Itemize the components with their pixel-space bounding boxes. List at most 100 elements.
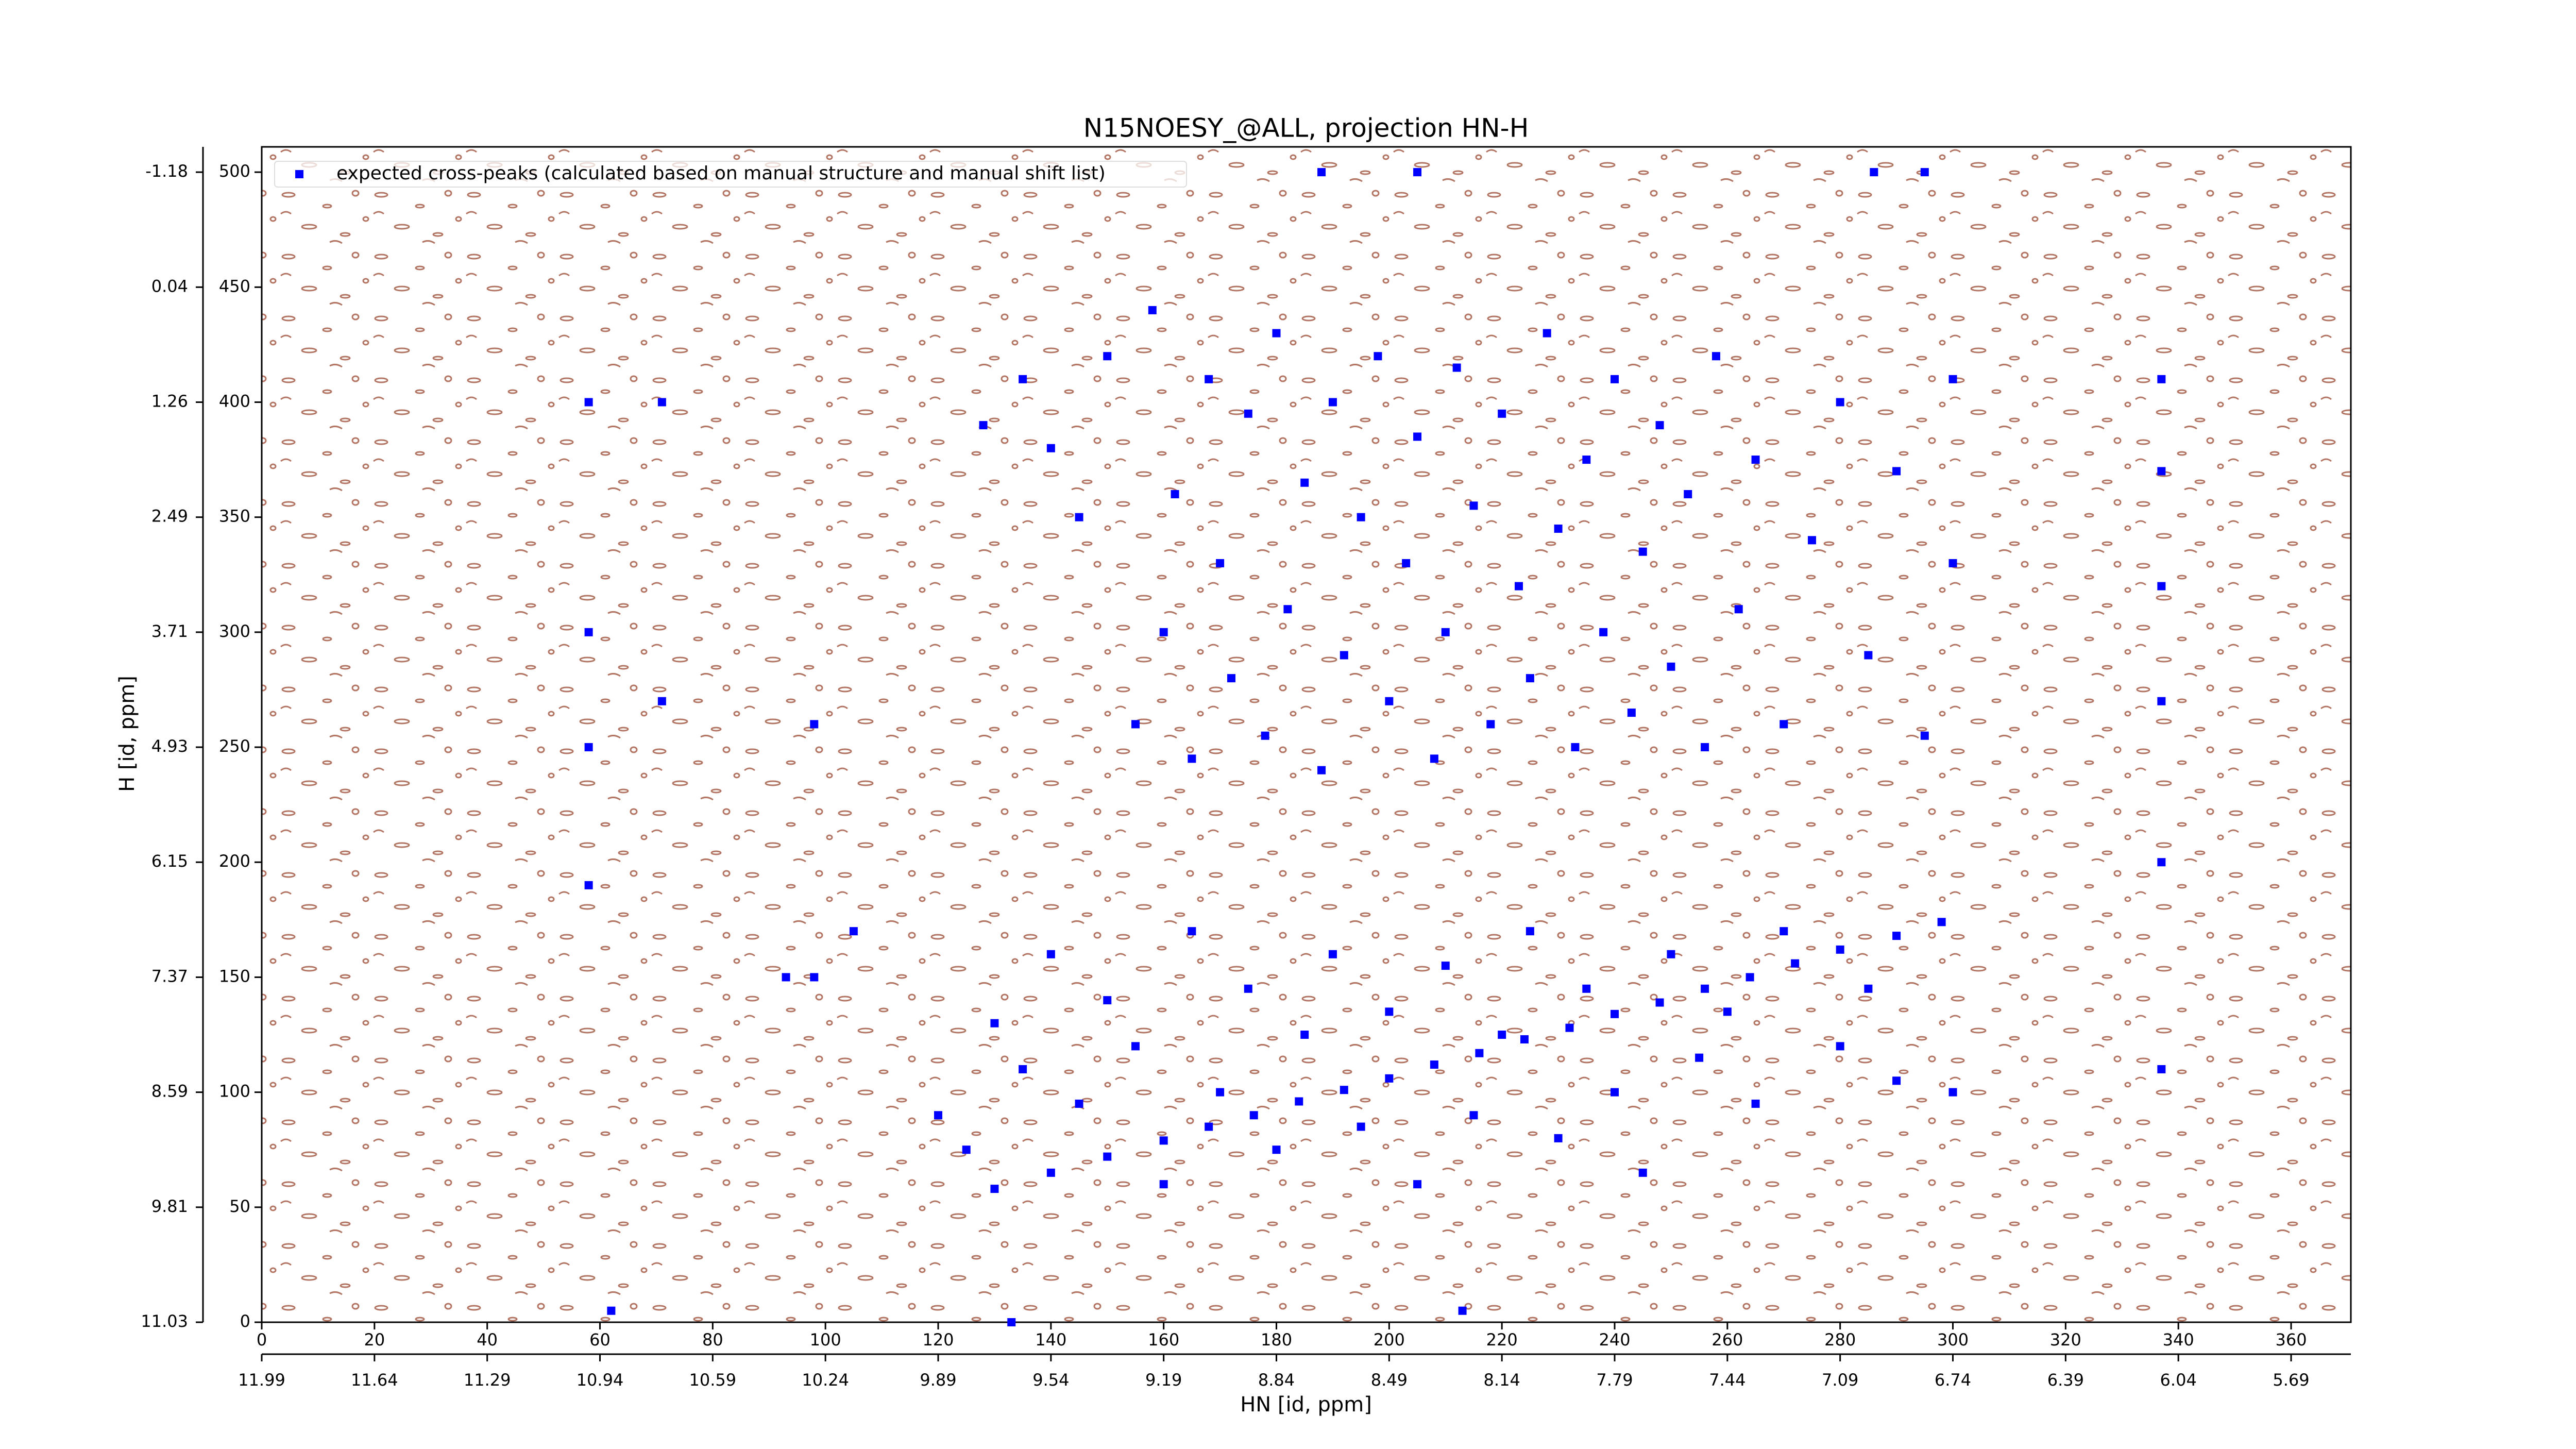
- cross-peak: [1385, 697, 1394, 705]
- cross-peak: [1554, 524, 1563, 533]
- cross-peak: [1655, 998, 1664, 1007]
- cross-peak: [1807, 536, 1816, 545]
- y2-tick-label: 3.71: [151, 621, 188, 641]
- cross-peak: [1723, 1007, 1732, 1016]
- y-tick-label: 250: [219, 736, 250, 756]
- cross-peak: [1695, 1053, 1704, 1062]
- cross-peak: [1791, 959, 1800, 968]
- cross-peak: [1413, 1180, 1422, 1189]
- cross-peak: [1486, 720, 1495, 729]
- cross-peak: [1780, 927, 1788, 936]
- x2-tick-label: 11.64: [351, 1370, 398, 1390]
- x2-tick-label: 7.79: [1596, 1370, 1633, 1390]
- cross-peak: [1498, 1031, 1506, 1039]
- cross-peak: [1892, 932, 1901, 940]
- cross-peak: [1711, 352, 1720, 361]
- cross-peak: [1328, 950, 1337, 958]
- x2-tick-label: 6.39: [2047, 1370, 2084, 1390]
- cross-peak: [1599, 628, 1608, 636]
- cross-peak: [782, 973, 790, 982]
- x-tick-label: 280: [1824, 1330, 1856, 1350]
- cross-peak: [1374, 352, 1382, 361]
- cross-peak: [657, 398, 666, 407]
- cross-peak: [1430, 754, 1438, 763]
- x-tick-label: 340: [2163, 1330, 2194, 1350]
- y2-tick-label: 11.03: [141, 1311, 188, 1331]
- cross-peak: [1007, 1318, 1016, 1326]
- x-tick-label: 160: [1148, 1330, 1179, 1350]
- cross-peak: [2157, 1065, 2166, 1073]
- cross-peak: [1046, 950, 1055, 958]
- x-tick-label: 240: [1599, 1330, 1630, 1350]
- y2-tick-label: 7.37: [151, 966, 188, 986]
- x2-tick-label: 8.14: [1484, 1370, 1520, 1390]
- cross-peak: [1611, 1009, 1619, 1018]
- y-tick-label: 50: [229, 1197, 250, 1216]
- cross-peak: [1317, 766, 1326, 774]
- cross-peak: [1430, 1060, 1438, 1069]
- x-tick-label: 360: [2275, 1330, 2307, 1350]
- y2-tick-label: 2.49: [151, 507, 188, 526]
- legend-marker: [295, 170, 303, 178]
- cross-peak: [1328, 398, 1337, 407]
- cross-peak: [2157, 697, 2166, 705]
- cross-peak: [1638, 1168, 1647, 1177]
- cross-peak: [1385, 1074, 1394, 1083]
- cross-peak: [1357, 1122, 1365, 1131]
- cross-peak: [657, 697, 666, 705]
- x-tick-label: 60: [589, 1330, 611, 1350]
- x-tick-label: 300: [1937, 1330, 1969, 1350]
- cross-peak: [1611, 1088, 1619, 1097]
- cross-peak: [584, 628, 593, 636]
- cross-peak: [1441, 628, 1450, 636]
- y2-tick-label: 8.59: [151, 1082, 188, 1101]
- cross-peak: [1216, 559, 1225, 567]
- cross-peak: [1526, 927, 1534, 936]
- cross-peak: [1937, 918, 1946, 926]
- cross-peak: [1864, 984, 1873, 993]
- x-tick-label: 80: [702, 1330, 723, 1350]
- cross-peak: [1103, 996, 1112, 1005]
- cross-peak: [1864, 651, 1873, 660]
- cross-peak: [2157, 582, 2166, 591]
- cross-peak: [1469, 1111, 1478, 1120]
- cross-peak: [1300, 1031, 1309, 1039]
- contour-background: [262, 147, 2351, 1322]
- legend-box: [274, 161, 1187, 188]
- x2-tick-label: 7.44: [1709, 1370, 1745, 1390]
- cross-peak: [1515, 582, 1523, 591]
- cross-peak: [990, 1185, 999, 1193]
- cross-peak: [1627, 709, 1636, 717]
- cross-peak: [1019, 1065, 1027, 1073]
- x2-tick-label: 11.29: [464, 1370, 511, 1390]
- cross-peak: [1836, 1042, 1844, 1051]
- chart-title: N15NOESY_@ALL, projection HN-H: [1083, 113, 1529, 143]
- x-tick-label: 100: [810, 1330, 841, 1350]
- cross-peak: [1582, 984, 1591, 993]
- cross-peak: [1469, 501, 1478, 510]
- cross-peak: [1171, 490, 1179, 499]
- cross-peak: [1948, 375, 1957, 383]
- cross-peak: [1272, 1145, 1281, 1154]
- cross-peak: [1667, 950, 1675, 958]
- x2-tick-label: 10.94: [577, 1370, 624, 1390]
- cross-peak: [1159, 628, 1168, 636]
- x-tick-label: 220: [1486, 1330, 1518, 1350]
- cross-peak: [1295, 1097, 1303, 1106]
- y2-tick-label: 1.26: [151, 391, 188, 411]
- cross-peak: [1188, 927, 1196, 936]
- y-tick-label: 350: [219, 507, 250, 526]
- cross-peak: [1571, 743, 1580, 752]
- y-tick-label: 500: [219, 161, 250, 181]
- cross-peak: [607, 1306, 616, 1315]
- cross-peak: [1751, 456, 1760, 464]
- x-tick-label: 0: [257, 1330, 267, 1350]
- cross-peak: [979, 421, 988, 430]
- cross-peak: [1554, 1134, 1563, 1142]
- x-tick-label: 320: [2050, 1330, 2081, 1350]
- cross-peak: [1520, 1035, 1529, 1043]
- cross-peak: [1244, 984, 1252, 993]
- y2-tick-label: 0.04: [151, 276, 188, 296]
- x-tick-label: 200: [1374, 1330, 1405, 1350]
